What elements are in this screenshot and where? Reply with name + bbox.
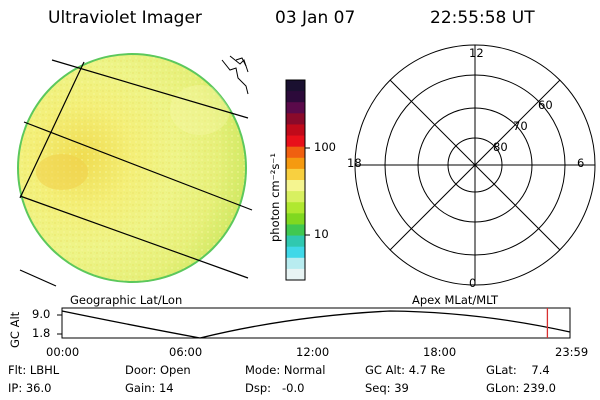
colorbar-segment xyxy=(286,202,305,214)
colorbar-segment xyxy=(286,113,305,126)
lat-label-70: 70 xyxy=(513,119,528,133)
lat-label-60: 60 xyxy=(538,98,553,112)
colorbar-segment xyxy=(286,268,305,281)
grid-line xyxy=(19,195,249,279)
colorbar-segment xyxy=(286,191,305,203)
mlt-label-6: 6 xyxy=(577,156,585,170)
colorbar xyxy=(286,80,305,281)
gain-info: Gain: 14 xyxy=(125,381,174,395)
colorbar-segment xyxy=(286,257,305,270)
dsp-info: Dsp: -0.0 xyxy=(245,381,305,395)
colorbar-segment xyxy=(286,135,305,148)
colorbar-segment xyxy=(286,246,305,259)
grid-line xyxy=(19,269,57,287)
colorbar-segment xyxy=(286,146,305,159)
colorbar-segment xyxy=(286,91,305,103)
glon-info: GLon: 239.0 xyxy=(486,381,556,395)
observation-time: 22:55:58 UT xyxy=(430,8,535,28)
gc-alt-info: GC Alt: 4.7 Re xyxy=(365,363,446,377)
x-tick-label: 18:00 xyxy=(423,345,457,359)
x-tick-label: 23:59 xyxy=(555,345,589,359)
x-tick-label: 12:00 xyxy=(296,345,330,359)
colorbar-tick-label: 10 xyxy=(314,227,329,241)
instrument-title: Ultraviolet Imager xyxy=(48,8,202,28)
colorbar-segment xyxy=(286,124,305,137)
mode-info: Mode: Normal xyxy=(245,363,326,377)
mlt-label-12: 12 xyxy=(469,46,484,60)
grid-line xyxy=(51,59,249,119)
colorbar-segment xyxy=(286,180,305,192)
y-tick-label: 1.8 xyxy=(32,326,51,340)
colorbar-segment xyxy=(286,157,305,170)
altitude-curve xyxy=(61,310,571,339)
earth-disk-image xyxy=(17,53,247,283)
x-tick-label: 06:00 xyxy=(169,345,203,359)
geographic-grid xyxy=(19,59,253,287)
colorbar-segment xyxy=(286,224,305,237)
altitude-timeline xyxy=(57,307,571,339)
colorbar-segment xyxy=(286,235,305,248)
colorbar-segment xyxy=(286,168,305,181)
mlt-label-0: 0 xyxy=(469,276,477,290)
gc-alt-axis-title: GC Alt xyxy=(8,311,22,348)
colorbar-segment xyxy=(286,102,305,114)
observation-date: 03 Jan 07 xyxy=(275,8,356,28)
filter-info: Flt: LBHL xyxy=(8,363,60,377)
colorbar-segment xyxy=(286,213,305,226)
colorbar-segment xyxy=(286,80,305,92)
mlt-label-18: 18 xyxy=(347,156,362,170)
y-tick-label: 9.0 xyxy=(32,307,51,321)
door-info: Door: Open xyxy=(125,363,191,377)
coastline-outline xyxy=(221,55,249,95)
seq-info: Seq: 39 xyxy=(365,381,409,395)
grid-line xyxy=(19,61,85,199)
lat-label-80: 80 xyxy=(493,140,508,154)
apex-label: Apex MLat/MLT xyxy=(412,293,499,307)
colorbar-frame xyxy=(285,79,306,281)
colorbar-tick-label: 100 xyxy=(314,140,336,154)
geographic-label: Geographic Lat/Lon xyxy=(70,293,183,307)
grid-line xyxy=(23,121,253,211)
colorbar-unit-label: photon cm⁻²s⁻¹ xyxy=(268,153,282,242)
ip-info: IP: 36.0 xyxy=(8,381,52,395)
polar-dial xyxy=(354,44,596,286)
glat-info: GLat: 7.4 xyxy=(486,363,550,377)
x-tick-label: 00:00 xyxy=(46,345,80,359)
